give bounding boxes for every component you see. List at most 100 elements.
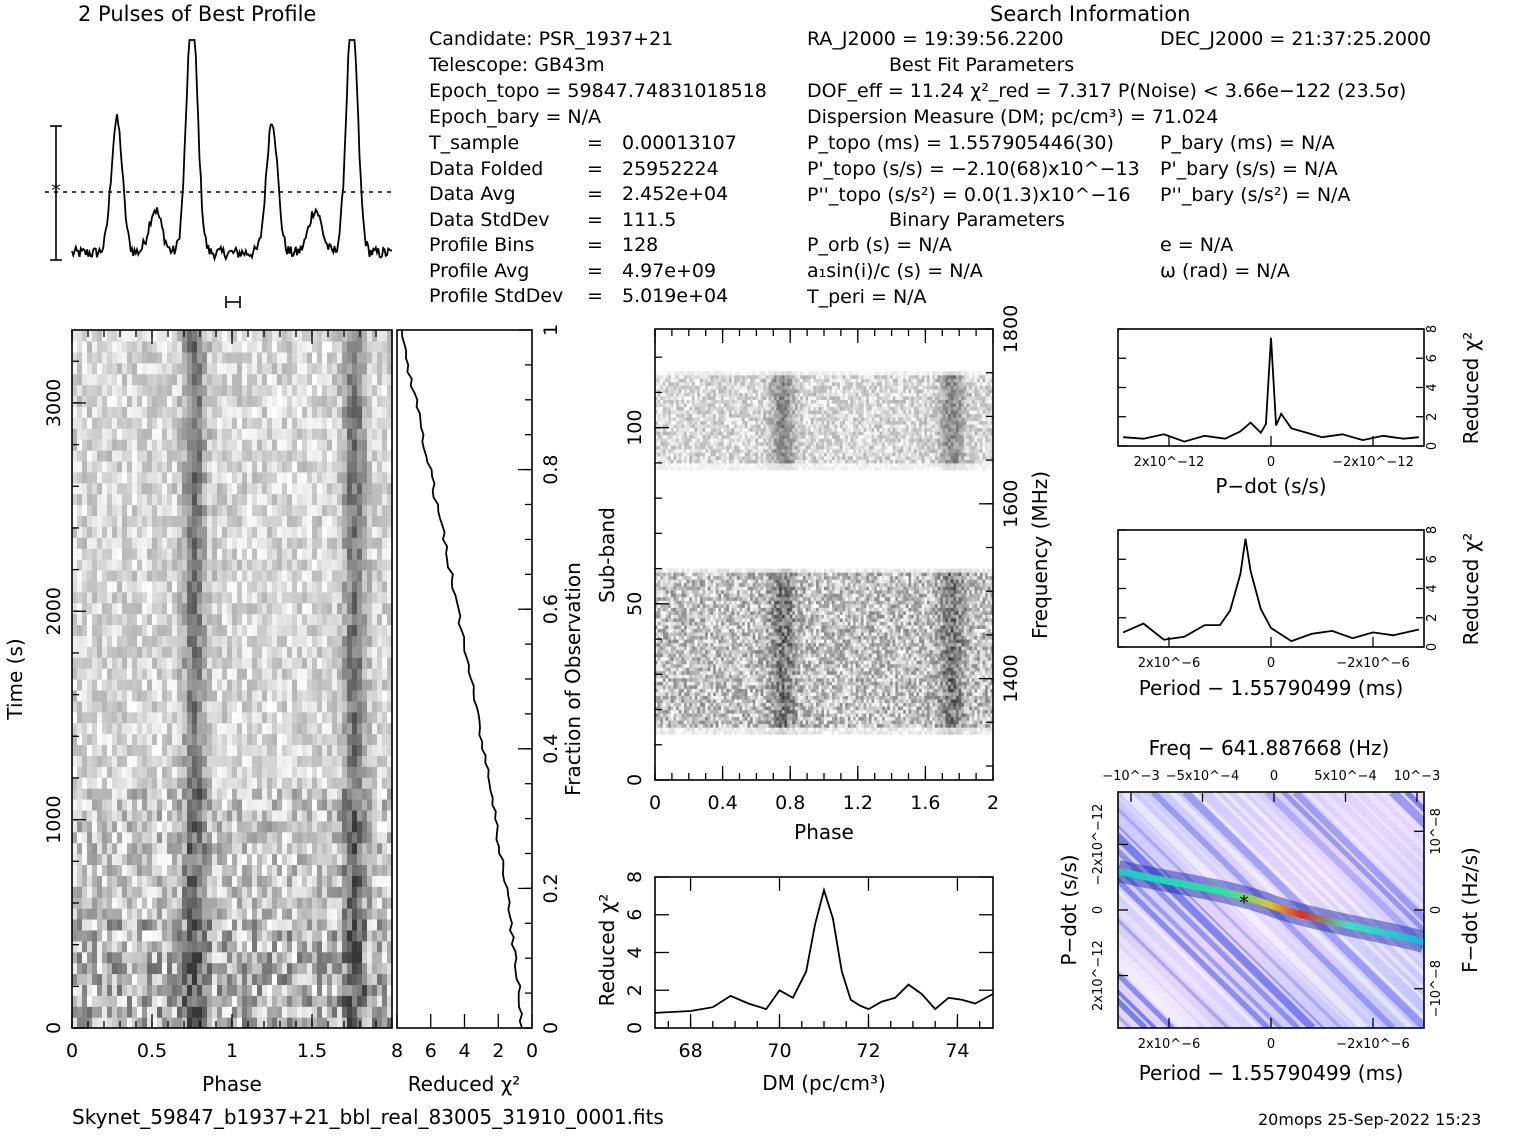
heatmap-cell	[142, 384, 148, 397]
heatmap-cell	[262, 395, 268, 407]
heatmap-cell	[202, 962, 208, 975]
heatmap-cell	[352, 722, 358, 735]
heatmap-cell	[222, 657, 228, 669]
heatmap-cell	[267, 548, 273, 560]
heatmap-cell	[272, 962, 278, 975]
heatmap-cell	[302, 918, 308, 931]
heatmap-cell	[372, 1017, 378, 1029]
heatmap-cell	[297, 602, 303, 615]
heatmap-cell	[207, 788, 213, 800]
heatmap-cell	[87, 526, 93, 538]
heatmap-cell	[655, 713, 659, 718]
heatmap-cell	[252, 613, 258, 626]
heatmap-cell	[222, 984, 228, 996]
heatmap-cell	[117, 384, 123, 397]
heatmap-cell	[207, 679, 213, 691]
heatmap-cell	[382, 831, 388, 844]
heatmap-cell	[297, 439, 303, 451]
heatmap-cell	[167, 624, 173, 636]
heatmap-cell	[127, 646, 133, 658]
heatmap-cell	[367, 940, 373, 953]
heatmap-cell	[362, 635, 368, 647]
heatmap-cell	[202, 471, 208, 484]
heatmap-cell	[112, 330, 118, 342]
heatmap-cell	[292, 493, 298, 506]
heatmap-cell	[77, 1006, 83, 1018]
heatmap-cell	[182, 515, 188, 527]
heatmap-cell	[152, 831, 158, 844]
heatmap-cell	[87, 886, 93, 898]
heatmap-cell	[242, 395, 248, 407]
heatmap-cell	[142, 395, 148, 407]
heatmap-cell	[342, 657, 348, 669]
heatmap-cell	[372, 929, 378, 942]
heatmap-cell	[227, 417, 233, 429]
heatmap-cell	[684, 727, 688, 732]
heatmap-cell	[322, 908, 328, 920]
heatmap-cell	[87, 842, 93, 855]
heatmap-cell	[327, 973, 333, 985]
heatmap-cell	[342, 940, 348, 953]
heatmap-cell	[232, 831, 238, 844]
heatmap-cell	[122, 995, 128, 1007]
heatmap-cell	[162, 504, 168, 517]
heatmap-cell	[157, 351, 163, 364]
heatmap-cell	[845, 713, 849, 718]
heatmap-cell	[232, 362, 238, 375]
heatmap-cell	[102, 406, 108, 418]
heatmap-cell	[82, 428, 88, 440]
heatmap-cell	[222, 733, 228, 746]
heatmap-cell	[257, 460, 263, 473]
heatmap-cell	[82, 1017, 88, 1029]
heatmap-cell	[257, 886, 263, 898]
heatmap-cell	[162, 897, 168, 909]
heatmap-cell	[262, 788, 268, 800]
heatmap-cell	[152, 864, 158, 876]
heatmap-cell	[227, 384, 233, 397]
heatmap-cell	[282, 482, 288, 495]
heatmap-cell	[267, 733, 273, 746]
heatmap-cell	[147, 330, 153, 342]
heatmap-cell	[297, 951, 303, 964]
heatmap-cell	[127, 449, 133, 462]
heatmap-cell	[903, 709, 907, 714]
heatmap-cell	[157, 646, 163, 658]
heatmap-cell	[387, 493, 393, 506]
heatmap-cell	[112, 722, 118, 735]
heatmap-cell	[232, 1017, 238, 1029]
heatmap-cell	[122, 657, 128, 669]
heatmap-cell	[172, 798, 178, 811]
heatmap-cell	[662, 716, 667, 721]
heatmap-cell	[132, 493, 138, 506]
heatmap-cell	[97, 646, 103, 658]
heatmap-cell	[297, 515, 303, 527]
heatmap-cell	[122, 766, 128, 778]
heatmap-cell	[362, 788, 368, 800]
heatmap-cell	[317, 613, 323, 626]
heatmap-cell	[102, 973, 108, 985]
heatmap-cell	[187, 897, 193, 909]
heatmap-cell	[192, 820, 198, 833]
heatmap-cell	[937, 709, 941, 714]
heatmap-cell	[152, 351, 158, 364]
heatmap-cell	[72, 668, 78, 680]
heatmap-cell	[217, 995, 223, 1007]
heatmap-cell	[247, 777, 253, 789]
heatmap-cell	[72, 853, 78, 866]
heatmap-cell	[372, 362, 378, 375]
heatmap-cell	[97, 373, 103, 386]
heatmap-cell	[805, 716, 809, 721]
heatmap-cell	[217, 886, 223, 898]
heatmap-cell	[707, 723, 711, 728]
heatmap-cell	[172, 788, 178, 800]
heatmap-cell	[127, 668, 133, 680]
heatmap-cell	[122, 984, 128, 996]
heatmap-cell	[282, 798, 288, 811]
heatmap-cell	[352, 700, 358, 713]
heatmap-cell	[172, 559, 178, 571]
heatmap-cell	[172, 471, 178, 484]
heatmap-cell	[167, 809, 173, 822]
heatmap-cell	[892, 709, 896, 714]
heatmap-cell	[247, 340, 253, 353]
heatmap-cell	[117, 733, 123, 746]
